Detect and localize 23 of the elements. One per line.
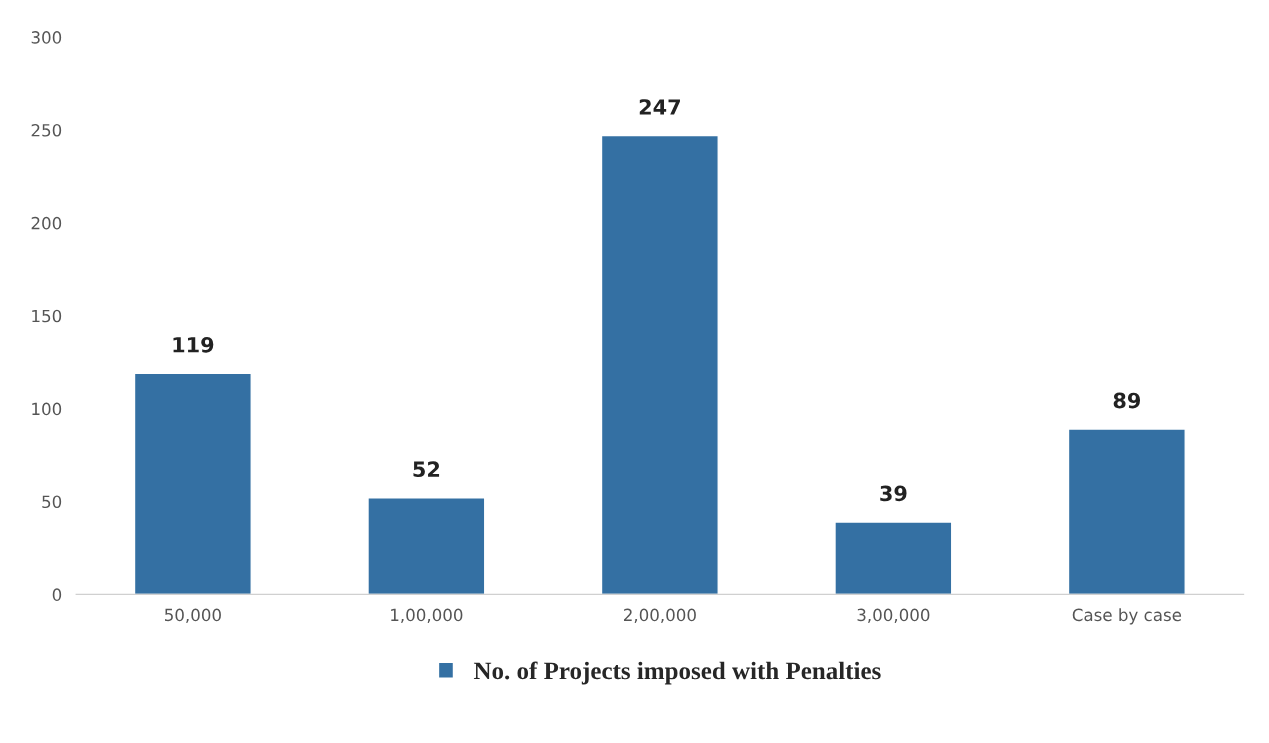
y-tick-label: 300 bbox=[31, 31, 62, 44]
bar bbox=[600, 134, 719, 595]
bar bbox=[1067, 428, 1186, 595]
y-tick-label: 150 bbox=[32, 309, 62, 323]
data-label: 39 bbox=[880, 485, 907, 502]
bar bbox=[133, 372, 252, 595]
bar bbox=[834, 521, 953, 595]
x-tick-label: Case by case bbox=[1072, 608, 1182, 625]
bar bbox=[367, 497, 486, 595]
legend-label: No. of Projects imposed with Penalties bbox=[473, 661, 881, 685]
y-tick-label: 250 bbox=[31, 123, 62, 137]
data-label: 52 bbox=[413, 461, 440, 478]
x-tick-label: 1,00,000 bbox=[391, 608, 463, 623]
x-tick-label: 50,000 bbox=[165, 608, 221, 623]
y-tick-label: 100 bbox=[32, 402, 62, 416]
data-label: 247 bbox=[639, 99, 680, 115]
x-tick-label: 2,00,000 bbox=[623, 608, 696, 623]
x-tick-label: 3,00,000 bbox=[857, 608, 930, 623]
data-label: 89 bbox=[1113, 392, 1141, 409]
data-label: 119 bbox=[173, 336, 214, 353]
y-tick-label: 200 bbox=[31, 216, 62, 230]
y-tick-label: 0 bbox=[52, 588, 62, 601]
y-tick-label: 50 bbox=[42, 495, 62, 509]
